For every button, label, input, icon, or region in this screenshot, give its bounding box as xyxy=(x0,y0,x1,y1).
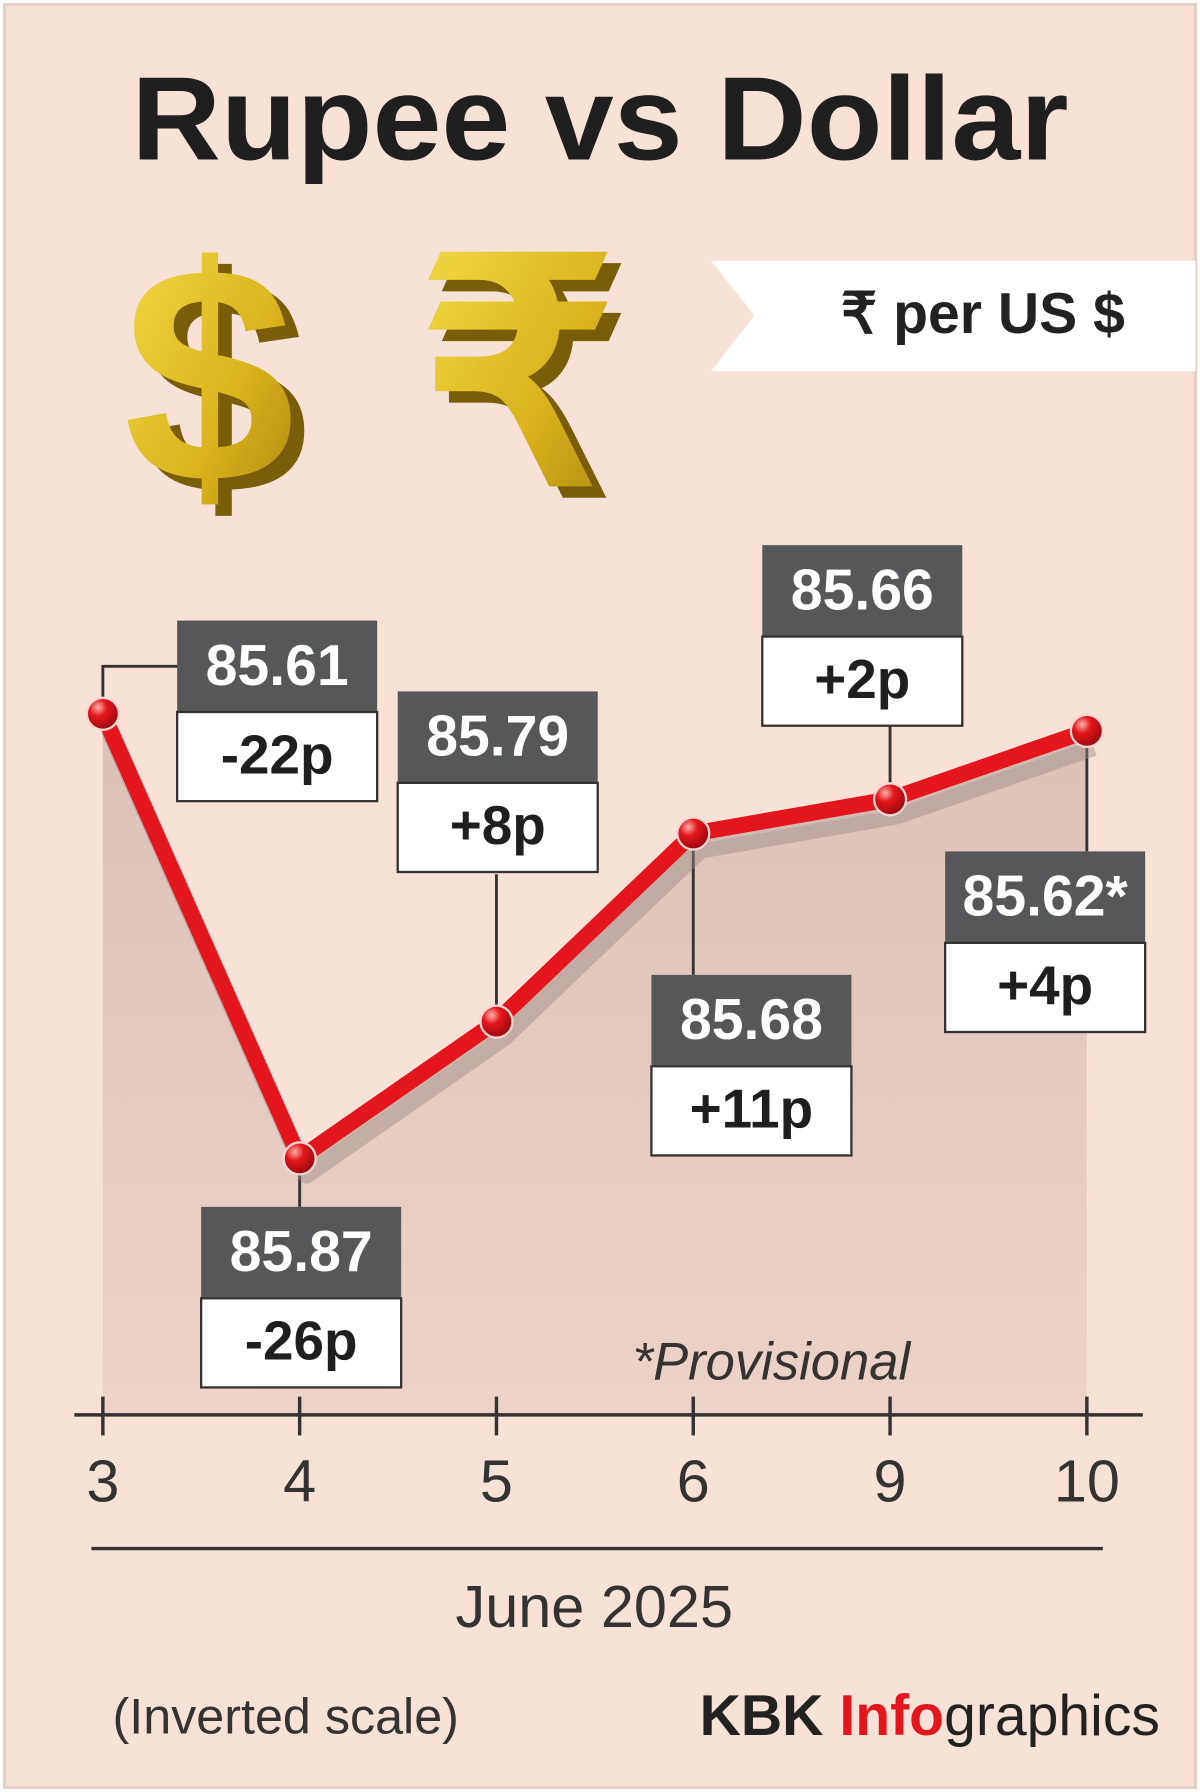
scale-note: (Inverted scale) xyxy=(113,1687,459,1744)
label-box-bottom xyxy=(944,941,1147,1034)
provisional-note: *Provisional xyxy=(633,1333,912,1392)
x-tick-label: 5 xyxy=(480,1447,513,1514)
credit: KBK Infographics xyxy=(700,1684,1160,1748)
point xyxy=(1069,713,1104,749)
value-label: 85.87 xyxy=(230,1220,373,1284)
x-axis-label: June 2025 xyxy=(456,1573,733,1640)
label-box-bottom xyxy=(199,1297,403,1389)
label-box-bottom xyxy=(175,710,379,803)
label-box-bottom xyxy=(650,1065,853,1157)
label-box-top xyxy=(945,851,1146,943)
credit-part: Info xyxy=(839,1684,944,1748)
point xyxy=(282,1141,317,1176)
point xyxy=(872,782,908,817)
value-label: 85.61 xyxy=(206,634,349,698)
credit-part: KBK xyxy=(700,1684,824,1748)
label-box-bottom xyxy=(396,781,599,874)
dollar-icon-shadow: $ xyxy=(137,215,309,559)
plot: 3 4 5 6 9 10 85.61 -22p 85.87 -26p 85.79 +8p 85.68 +1… xyxy=(85,545,1147,1514)
label-box-top xyxy=(651,974,852,1067)
x-tick-label: 6 xyxy=(677,1447,710,1514)
change-label: -26p xyxy=(245,1310,358,1372)
x-tick-label: 9 xyxy=(874,1447,907,1514)
x-tick-label: 3 xyxy=(86,1447,119,1514)
x-tick-label: 4 xyxy=(283,1447,316,1514)
credit-part: graphics xyxy=(944,1684,1160,1748)
change-label: -22p xyxy=(221,723,334,785)
point xyxy=(676,816,711,851)
change-label: +4p xyxy=(997,954,1093,1016)
unit-label: ₹ per US $ xyxy=(841,282,1125,346)
label-box-bottom xyxy=(761,635,964,727)
change-label: +2p xyxy=(814,648,910,710)
currency-icons: $ $ ₹ ₹ xyxy=(123,204,629,559)
label-box-top xyxy=(397,691,598,783)
dollar-icon: $ xyxy=(123,204,295,548)
point xyxy=(85,696,120,731)
point xyxy=(479,1004,514,1039)
label-box-top xyxy=(177,620,378,712)
label-box-top xyxy=(762,545,963,637)
chart-title: Rupee vs Dollar xyxy=(131,52,1068,185)
x-tick-label: 10 xyxy=(1054,1447,1120,1514)
label-box-top xyxy=(201,1206,402,1299)
rupee-icon: ₹ xyxy=(420,204,616,548)
value-label: 85.79 xyxy=(426,705,569,769)
rupee-icon-shadow: ₹ xyxy=(433,215,629,559)
unit-banner xyxy=(710,260,1196,372)
value-label: 85.62* xyxy=(963,865,1129,929)
change-label: +11p xyxy=(690,1078,814,1140)
value-label: 85.68 xyxy=(680,988,823,1052)
line xyxy=(95,710,1090,1167)
value-label: 85.66 xyxy=(791,558,934,622)
change-label: +8p xyxy=(450,794,546,856)
